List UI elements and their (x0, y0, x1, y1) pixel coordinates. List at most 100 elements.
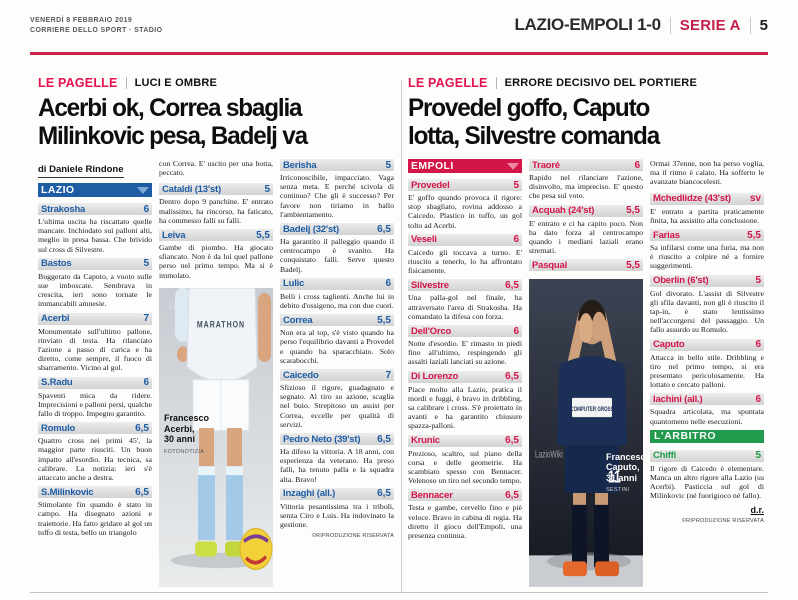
carryover-text: con Correa. E' uscito per una botta, pec… (159, 159, 273, 178)
referee-comment: Il rigore di Caicedo è elementare. Manca… (650, 463, 764, 501)
player-name: Dell'Orco (411, 325, 452, 337)
player-name: Pedro Neto (39'st) (283, 433, 361, 445)
photo-credit: FOTONOTIZIA (164, 448, 205, 455)
player-comment: Rapido nel rilanciare l'azione, disinvol… (529, 173, 643, 201)
player-rating: 5 (385, 159, 391, 171)
empoli-kicker-row: LE PAGELLE ERRORE DECISIVO DEL PORTIERE (408, 76, 768, 90)
masthead: VENERDÌ 8 FEBBRAIO 2019 CORRIERE DELLO S… (30, 15, 768, 35)
player-rating: 6 (755, 393, 761, 405)
lazio-col3: Berisha 5 Irriconoscibile, impacciato. Vag… (280, 159, 394, 587)
caption-line: Caputo, (605, 462, 640, 473)
player-rating: 5 (264, 183, 270, 195)
empoli-headline: Provedel goffo, Caputo lotta, Silvestre c… (408, 94, 757, 150)
player-name: Traoré (532, 159, 560, 171)
player-entry: Iachini (all.) 6 Squadra articolata, ma sp… (650, 393, 764, 426)
player-bar: Oberlin (6'st) 5 (650, 274, 764, 287)
empoli-col3: Ormai 37enne, non ha perso voglia, ma il… (650, 159, 764, 587)
league-label: SERIE A (679, 16, 741, 34)
lazio-headline: Acerbi ok, Correa sbaglia Milinkovic pesa… (38, 94, 385, 150)
photo-credit: SESTINI (605, 487, 630, 494)
photo-caption: Francesco Caputo, 31 anni SESTINI (606, 452, 643, 496)
lazio-entries-col1: Strakosha 6 L'ultima uscita ha riscattato … (38, 203, 152, 537)
player-comment: Quattro cross nei primi 45', la maggior … (38, 436, 152, 483)
caption-line: 30 anni (164, 434, 196, 445)
shirt-number: 11 (608, 468, 621, 488)
player-entry: Farias 5,5 Sa infilarsi come una furia, ma… (650, 229, 764, 271)
player-name: Correa (283, 314, 313, 326)
player-comment: Ha garantito il palleggio quando il cent… (280, 237, 394, 274)
player-rating: 6 (143, 377, 149, 389)
player-comment: E' entrato a partita praticamente finita… (650, 206, 764, 225)
player-rating: 6,5 (135, 422, 149, 434)
player-entry: Veseli 6 Caicedo gli toccava a turno. E' r… (408, 233, 522, 276)
player-comment: Prezioso, scaltro, sul piano della corsa… (408, 448, 522, 486)
player-rating: sv (749, 193, 761, 205)
player-name: Acerbi (41, 313, 70, 325)
player-entry: S.Radu 6 Spaventi mica da ridere. Imprecis… (38, 376, 152, 419)
player-name: Veseli (411, 234, 437, 246)
player-bar: Mchedlidze (43'st) sv (650, 192, 764, 205)
player-name: Cataldi (13'st) (162, 183, 221, 195)
lazio-section: LE PAGELLE LUCI E OMBRE Acerbi ok, Corre… (38, 76, 396, 587)
player-bar: Silvestre 6,5 (408, 279, 522, 292)
player-comment: E' goffo quando provoca il rigore: stop … (408, 193, 522, 230)
player-comment: Irriconoscibile, impacciato. Vaga senza … (280, 173, 394, 219)
column-divider (401, 80, 402, 592)
player-name: Romulo (41, 422, 76, 434)
player-rating: 5 (755, 275, 761, 287)
player-comment: Gambe di piombo. Ha giocato sfiancato. N… (159, 243, 273, 280)
player-rating: 6,5 (377, 488, 391, 500)
player-bar: Strakosha 6 (38, 203, 152, 215)
player-comment: Attacca in bello stile. Dribbling e tiro… (650, 352, 764, 390)
copyright-note: ©RIPRODUZIONE RISERVATA (311, 533, 394, 540)
player-comment: Stimolante fin quando è stato in campo. … (38, 500, 152, 537)
player-bar: Bennacer 6,5 (408, 489, 522, 502)
player-bar: Romulo 6,5 (38, 422, 152, 435)
empoli-col2: Traoré 6 Rapido nel rilanciare l'azione, d… (529, 159, 643, 587)
match-result: LAZIO-EMPOLI 1-0 (514, 15, 661, 34)
player-bar: Farias 5,5 (650, 229, 764, 242)
player-rating: 6,5 (377, 433, 391, 445)
player-comment: Monumentale sull'ultimo pallone, rinviat… (38, 326, 152, 373)
player-name: S.Radu (41, 377, 73, 389)
kicker-topic: ERRORE DECISIVO DEL PORTIERE (504, 77, 697, 89)
player-comment: Caicedo gli toccava a turno. E' riuscito… (408, 247, 522, 276)
player-comment: Non era al top, s'è visto quando ha pers… (280, 328, 394, 365)
referee-name: Chiffi (653, 450, 677, 462)
player-entry: Pasqual 5,5 (529, 259, 643, 272)
player-comment: Belli i cross taglienti. Anche lui in de… (280, 291, 394, 311)
player-entry: Acerbi 7 Monumentale sull'ultimo pallone, … (38, 312, 152, 373)
player-name: Silvestre (411, 279, 449, 291)
player-bar: Veseli 6 (408, 233, 522, 246)
player-bar: Lulic 6 (280, 277, 394, 290)
player-bar: Caicedo 7 (280, 369, 394, 382)
player-name: Lulic (283, 278, 305, 290)
player-bar: Iachini (all.) 6 (650, 393, 764, 406)
empoli-columns: EMPOLI Provedel 5 E' goffo quando provoca … (408, 159, 768, 587)
player-rating: 5,5 (626, 205, 640, 217)
player-rating: 6 (755, 339, 761, 351)
player-comment: Dentro dopo 9 panchine. E' entrato malis… (159, 197, 273, 225)
headline-line1: Acerbi ok, Correa sbaglia (38, 94, 303, 122)
masthead-rule (30, 52, 768, 55)
player-rating: 5 (143, 258, 149, 270)
player-entry: Silvestre 6,5 Una palla-gol nel finale, ha… (408, 279, 522, 321)
kicker-label: LE PAGELLE (38, 76, 118, 90)
player-entry: Caicedo 7 Sfizioso il rigore, guadagnato e… (280, 369, 394, 429)
empoli-col1: EMPOLI Provedel 5 E' goffo quando provoca … (408, 159, 522, 587)
player-rating: 6,5 (135, 486, 149, 498)
referee-entry: Chiffi 5 Il rigore di Caicedo è elementa… (650, 449, 764, 501)
carryover-text: Ormai 37enne, non ha perso voglia, ma il… (650, 159, 764, 187)
player-comment: Testa e gambe, cervello fino e piè veloc… (408, 503, 522, 541)
player-rating: 5 (513, 179, 519, 191)
player-bar: Bastos 5 (38, 257, 152, 270)
player-comment: Gol divorato. L'assist di Silvestre gli … (650, 288, 764, 335)
copyright-note: ©RIPRODUZIONE RISERVATA (681, 517, 764, 524)
player-entry: Krunic 6,5 Prezioso, scaltro, sul piano de… (408, 434, 522, 486)
player-bar: Cataldi (13'st) 5 (159, 183, 273, 196)
masthead-match-info: LAZIO-EMPOLI 1-0 SERIE A 5 (514, 15, 768, 35)
masthead-paper-info: VENERDÌ 8 FEBBRAIO 2019 CORRIERE DELLO S… (30, 16, 162, 35)
player-comment: Ha difeso la vittoria. A 18 anni, con es… (280, 447, 394, 484)
headline-line2: Milinkovic pesa, Badelj va (38, 122, 308, 150)
